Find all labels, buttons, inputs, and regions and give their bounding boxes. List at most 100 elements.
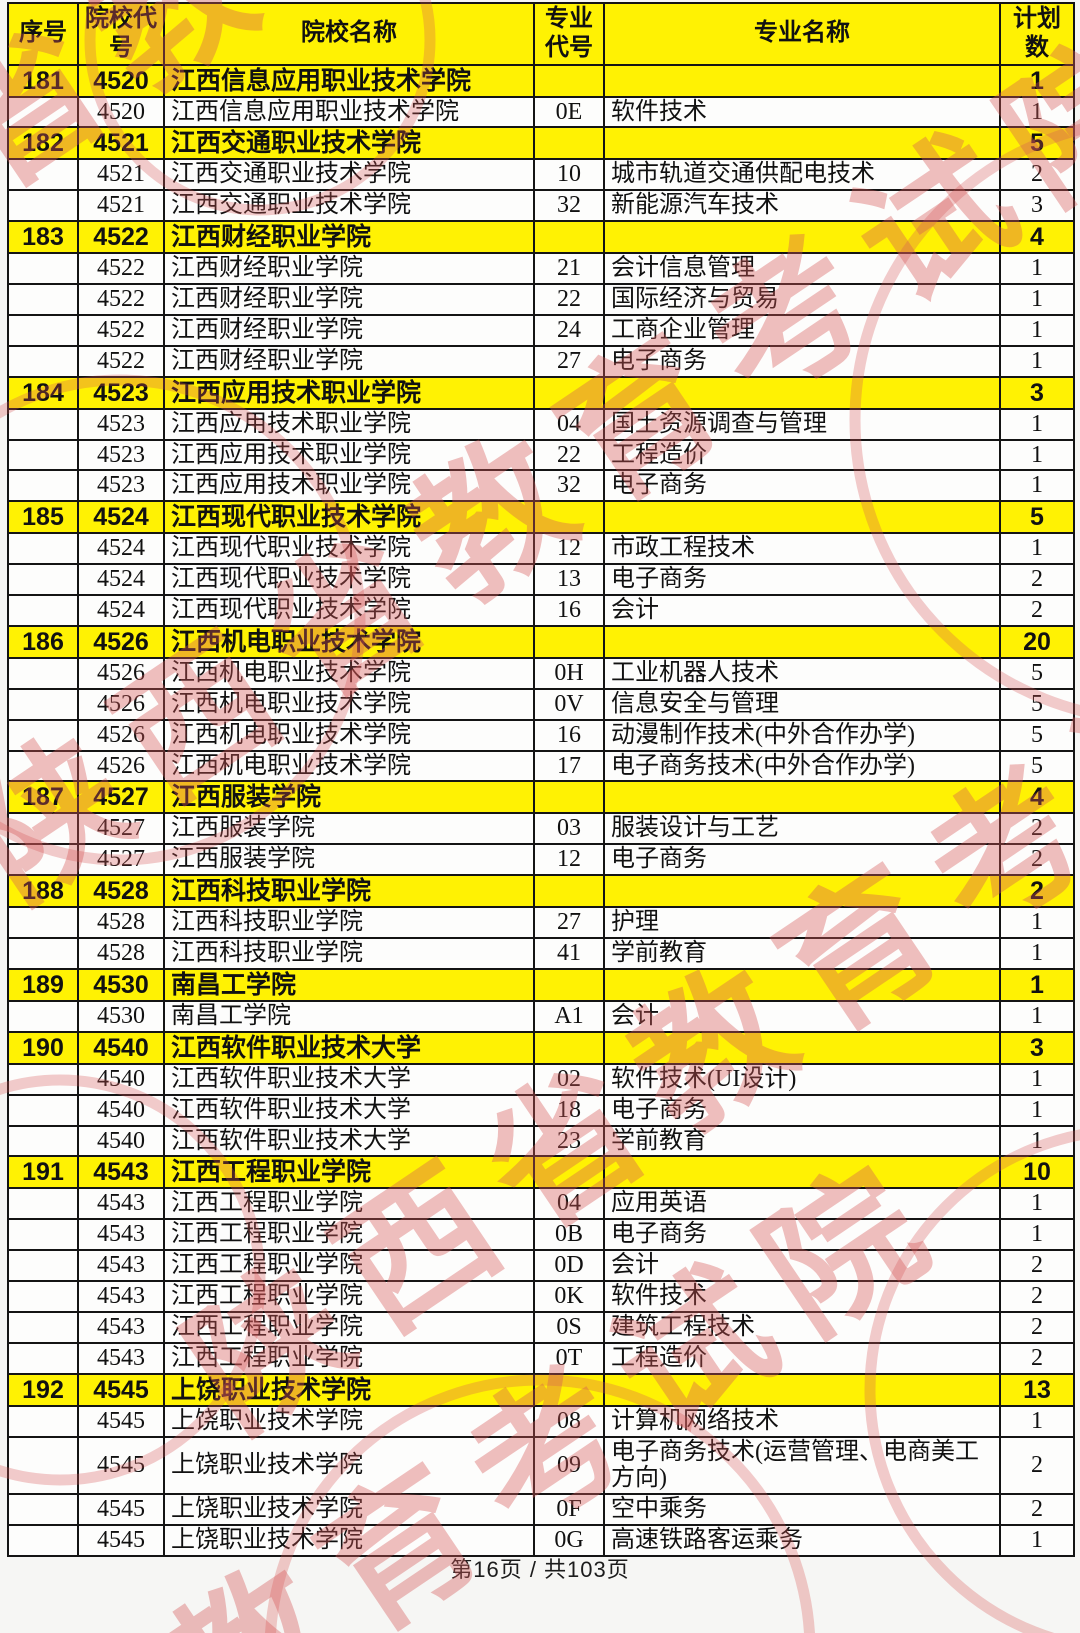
college-code-cell: 4526 <box>77 718 165 752</box>
college-row: 192 4545 上饶职业技术学院 13 <box>7 1372 1075 1407</box>
college-code-cell: 4545 <box>77 1493 165 1527</box>
college-code-cell: 4545 <box>77 1524 165 1558</box>
major-row: 4520 江西信息应用职业技术学院 0E 软件技术 1 <box>7 95 1075 129</box>
college-code-cell: 4543 <box>77 1280 165 1313</box>
seq-cell: 184 <box>7 375 79 410</box>
college-name-cell: 江西机电职业技术学院 <box>163 656 535 690</box>
college-code-cell: 4522 <box>77 252 165 286</box>
plan-count-cell: 5 <box>999 126 1075 161</box>
college-name-cell: 江西应用技术职业学院 <box>163 375 535 410</box>
college-name-cell: 江西工程职业学院 <box>163 1187 535 1221</box>
college-code-cell: 4521 <box>77 189 165 223</box>
major-name-cell: 国土资源调查与管理 <box>603 407 1001 441</box>
plan-count-cell: 2 <box>999 1280 1075 1313</box>
major-row: 4526 江西机电职业技术学院 0H 工业机器人技术 5 <box>7 656 1075 690</box>
college-name-cell: 江西软件职业技术大学 <box>163 1124 535 1158</box>
college-name-cell: 江西工程职业学院 <box>163 1341 535 1375</box>
college-name-cell: 江西工程职业学院 <box>163 1155 535 1190</box>
major-code-cell: 24 <box>533 313 605 347</box>
major-row: 4523 江西应用技术职业学院 04 国土资源调查与管理 1 <box>7 407 1075 441</box>
plan-count-cell: 1 <box>999 63 1075 98</box>
seq-cell: 182 <box>7 126 79 161</box>
column-header-major-name: 专业名称 <box>603 2 1001 66</box>
major-name-cell: 工程造价 <box>603 1341 1001 1375</box>
college-code-cell: 4522 <box>77 220 165 255</box>
college-name-cell: 江西机电职业技术学院 <box>163 718 535 752</box>
major-name-cell <box>603 780 1001 815</box>
college-code-cell: 4543 <box>77 1341 165 1375</box>
seq-cell <box>7 718 79 752</box>
college-code-cell: 4526 <box>77 624 165 659</box>
major-code-cell <box>533 967 605 1002</box>
plan-count-cell: 1 <box>999 469 1075 503</box>
major-name-cell <box>603 375 1001 410</box>
major-name-cell: 动漫制作技术(中外合作办学) <box>603 718 1001 752</box>
major-code-cell: A1 <box>533 999 605 1033</box>
major-row: 4524 江西现代职业技术学院 12 市政工程技术 1 <box>7 532 1075 566</box>
major-name-cell: 学前教育 <box>603 937 1001 970</box>
major-code-cell: 27 <box>533 344 605 378</box>
major-row: 4522 江西财经职业学院 27 电子商务 1 <box>7 344 1075 378</box>
plan-count-cell: 2 <box>999 594 1075 627</box>
major-code-cell <box>533 220 605 255</box>
college-code-cell: 4522 <box>77 344 165 378</box>
college-row: 191 4543 江西工程职业学院 10 <box>7 1155 1075 1190</box>
college-name-cell: 江西软件职业技术大学 <box>163 1093 535 1127</box>
major-row: 4526 江西机电职业技术学院 0V 信息安全与管理 5 <box>7 687 1075 721</box>
major-code-cell: 08 <box>533 1404 605 1438</box>
plan-count-cell: 5 <box>999 718 1075 752</box>
college-name-cell: 江西应用技术职业学院 <box>163 407 535 441</box>
plan-count-cell: 1 <box>999 1124 1075 1158</box>
college-name-cell: 上饶职业技术学院 <box>163 1404 535 1438</box>
major-code-cell: 17 <box>533 749 605 783</box>
major-code-cell: 27 <box>533 906 605 940</box>
plan-count-cell: 1 <box>999 1093 1075 1127</box>
college-name-cell: 江西现代职业技术学院 <box>163 563 535 597</box>
plan-count-cell: 1 <box>999 283 1075 316</box>
major-code-cell: 12 <box>533 532 605 566</box>
major-row: 4543 江西工程职业学院 0B 电子商务 1 <box>7 1218 1075 1252</box>
major-code-cell: 03 <box>533 812 605 846</box>
college-name-cell: 江西软件职业技术大学 <box>163 1030 535 1065</box>
college-name-cell: 江西现代职业技术学院 <box>163 500 535 535</box>
college-code-cell: 4545 <box>77 1404 165 1438</box>
major-row: 4522 江西财经职业学院 21 会计信息管理 1 <box>7 252 1075 286</box>
major-code-cell <box>533 375 605 410</box>
college-name-cell: 江西科技职业学院 <box>163 874 535 909</box>
college-code-cell: 4523 <box>77 469 165 503</box>
major-name-cell: 新能源汽车技术 <box>603 189 1001 223</box>
major-name-cell: 国际经济与贸易 <box>603 283 1001 316</box>
major-name-cell <box>603 63 1001 98</box>
college-code-cell: 4524 <box>77 563 165 597</box>
seq-cell <box>7 843 79 877</box>
plan-count-cell: 5 <box>999 656 1075 690</box>
major-code-cell <box>533 780 605 815</box>
major-row: 4521 江西交通职业技术学院 10 城市轨道交通供配电技术 2 <box>7 158 1075 192</box>
plan-count-cell: 1 <box>999 344 1075 378</box>
college-code-cell: 4528 <box>77 874 165 909</box>
major-row: 4543 江西工程职业学院 0K 软件技术 2 <box>7 1280 1075 1313</box>
major-code-cell: 13 <box>533 563 605 597</box>
plan-count-cell: 13 <box>999 1372 1075 1407</box>
major-row: 4527 江西服装学院 12 电子商务 2 <box>7 843 1075 877</box>
major-row: 4545 上饶职业技术学院 0F 空中乘务 2 <box>7 1493 1075 1527</box>
major-name-cell <box>603 874 1001 909</box>
major-code-cell: 02 <box>533 1062 605 1096</box>
plan-count-cell: 1 <box>999 1404 1075 1438</box>
major-name-cell: 空中乘务 <box>603 1493 1001 1527</box>
major-code-cell <box>533 63 605 98</box>
seq-cell <box>7 656 79 690</box>
major-row: 4527 江西服装学院 03 服装设计与工艺 2 <box>7 812 1075 846</box>
seq-cell <box>7 1280 79 1313</box>
major-name-cell: 应用英语 <box>603 1187 1001 1221</box>
college-name-cell: 江西机电职业技术学院 <box>163 749 535 783</box>
plan-count-cell: 2 <box>999 158 1075 192</box>
seq-cell <box>7 532 79 566</box>
major-name-cell: 软件技术(UI设计) <box>603 1062 1001 1096</box>
page-number: 第16页 / 共103页 <box>450 1557 630 1582</box>
major-name-cell: 高速铁路客运乘务 <box>603 1524 1001 1558</box>
major-name-cell <box>603 500 1001 535</box>
major-name-cell <box>603 126 1001 161</box>
plan-count-cell: 1 <box>999 1062 1075 1096</box>
